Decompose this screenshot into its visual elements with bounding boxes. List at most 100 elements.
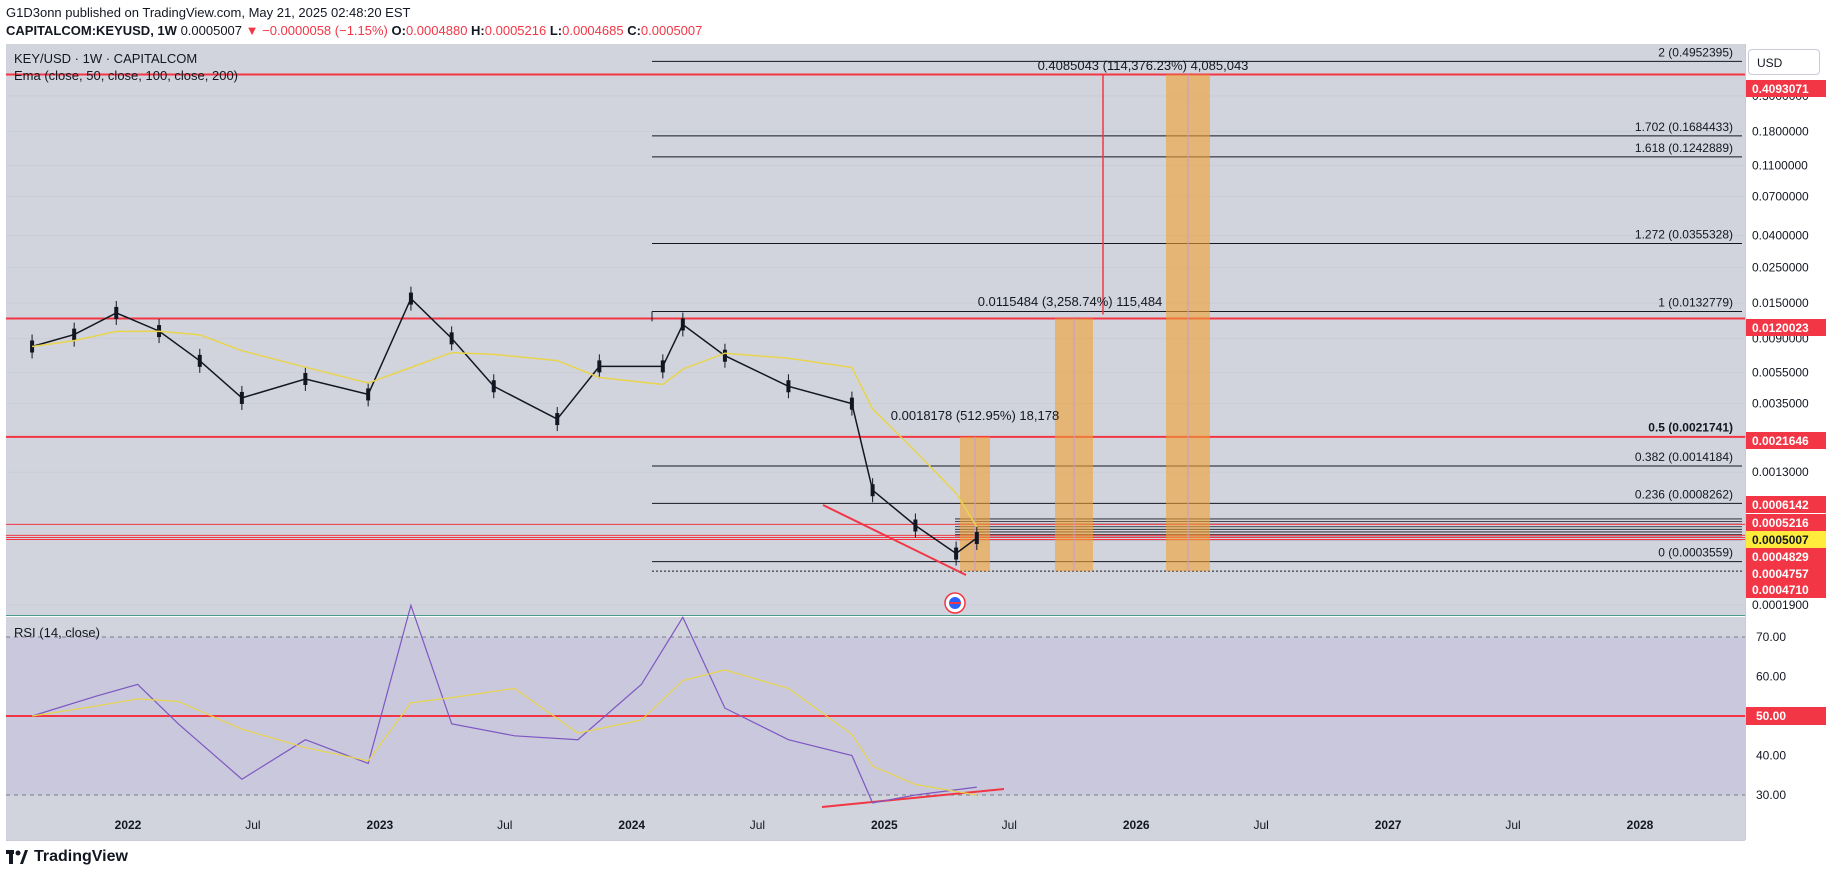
tradingview-logo-icon	[6, 850, 28, 864]
rsi-line	[31, 603, 977, 804]
fib-level-label: 1 (0.0132779)	[1658, 295, 1733, 309]
price-tick-label: 0.1100000	[1752, 158, 1808, 172]
price-tag	[1746, 565, 1826, 582]
rsi-ma-line	[32, 669, 977, 796]
price-tick-label: 0.0035000	[1752, 397, 1809, 411]
symbol-info-line: CAPITALCOM:KEYUSD, 1W 0.0005007 ▼ −0.000…	[6, 22, 702, 40]
ema-legend[interactable]: Ema (close, 50, close, 100, close, 200)	[14, 68, 239, 83]
tradingview-footer: TradingView	[6, 848, 128, 866]
price-change: ▼ −0.0000058 (−1.15%)	[245, 23, 388, 38]
rsi-legend[interactable]: RSI (14, close)	[14, 625, 100, 640]
rsi-series	[31, 603, 977, 804]
measurement-label: 0.4085043 (114,376.23%) 4,085,043	[1038, 58, 1249, 73]
fib-level-label: 1.272 (0.0355328)	[1635, 227, 1733, 241]
measurement-labels: 0.4085043 (114,376.23%) 4,085,043 0.01154…	[891, 58, 1249, 423]
rsi-tick-label: 40.00	[1756, 749, 1786, 763]
time-axis[interactable]: 2022 Jul 2023 Jul 2024 Jul 2025 Jul 2026 Jul 2027 J…	[115, 818, 1654, 832]
time-tick-label: 2025	[871, 818, 898, 832]
fib-level-label: 0 (0.0003559)	[1658, 546, 1733, 560]
price-tag-text: 0.4093071	[1752, 82, 1809, 96]
brand-name: TradingView	[34, 848, 128, 865]
time-tick-label: 2024	[618, 818, 645, 832]
price-tag	[1746, 432, 1826, 449]
projection-boxes[interactable]	[651, 74, 1210, 572]
fib-level-label: 0.382 (0.0014184)	[1635, 450, 1733, 464]
time-tick-label: 2023	[367, 818, 394, 832]
price-tag	[1746, 548, 1826, 565]
open-value: 0.0004880	[405, 23, 468, 38]
price-tick-label: 0.0013000	[1752, 465, 1809, 479]
price-tag-text: 0.0006142	[1752, 498, 1809, 512]
ema-lines	[31, 330, 978, 528]
us-flag-icon[interactable]	[944, 592, 966, 614]
time-tick-label: 2027	[1375, 818, 1402, 832]
fib-level-label: 2 (0.4952395)	[1658, 45, 1733, 59]
time-tick-label: Jul	[1505, 818, 1520, 832]
time-tick-label: Jul	[245, 818, 260, 832]
price-series	[30, 286, 979, 566]
time-tick-label: 2026	[1123, 818, 1150, 832]
price-tag	[1746, 581, 1826, 598]
price-tag	[1746, 514, 1826, 531]
time-tick-label: 2022	[115, 818, 142, 832]
close-label: C:	[627, 23, 641, 38]
last-price: 0.0005007	[180, 23, 243, 38]
price-tick-label: 0.0250000	[1752, 261, 1809, 275]
rsi-highlight-tag	[1746, 707, 1826, 725]
price-tick-label: 0.0700000	[1752, 190, 1809, 204]
symbol-legend[interactable]: KEY/USD · 1W · CAPITALCOM	[14, 51, 198, 66]
currency-button[interactable]: USD	[1748, 49, 1820, 75]
price-tag-text: 0.0021646	[1752, 434, 1809, 448]
main-pane-background[interactable]	[6, 44, 1745, 615]
fib-level-label: 0.236 (0.0008262)	[1635, 487, 1733, 501]
fib-level-label: 1.702 (0.1684433)	[1635, 120, 1733, 134]
symbol-name: CAPITALCOM:KEYUSD, 1W	[6, 23, 177, 38]
price-tick-label: 0.0150000	[1752, 296, 1809, 310]
price-line	[31, 297, 978, 555]
price-tag-text: 0.0004757	[1752, 567, 1809, 581]
price-tag-text: 0.0005216	[1752, 516, 1809, 530]
price-tag-text: 0.0004710	[1752, 583, 1809, 597]
price-tick-label: 0.0400000	[1752, 228, 1809, 242]
trend-lines[interactable]	[821, 504, 1005, 808]
price-tag	[1746, 496, 1826, 513]
horizontal-levels[interactable]	[6, 73, 1745, 541]
time-tick-label: 2028	[1627, 818, 1654, 832]
rsi-tick-label: 60.00	[1756, 670, 1786, 684]
high-label: H:	[471, 23, 485, 38]
high-value: 0.0005216	[484, 23, 547, 38]
price-tags: 0.4093071 0.0120023 0.0021646 0.0006142 0.00…	[1746, 80, 1826, 598]
ema-line	[31, 330, 978, 528]
low-label: L:	[549, 23, 563, 38]
price-tag	[1746, 531, 1826, 548]
price-tag	[1746, 80, 1826, 97]
publication-header: G1D3onn published on TradingView.com, Ma…	[6, 4, 702, 40]
price-tag-text: 0.0005007	[1752, 533, 1809, 547]
rsi-tick-label: 30.00	[1756, 788, 1786, 802]
price-trend-line	[822, 504, 967, 576]
price-tick-label: 0.0055000	[1752, 365, 1809, 379]
grid-lines	[6, 95, 1745, 606]
rsi-axis[interactable]: 70.00 60.00 50.00 40.00 30.00	[1746, 630, 1826, 802]
rsi-highlight-tag-text: 50.00	[1756, 709, 1786, 723]
time-tick-label: Jul	[497, 818, 512, 832]
fib-labels: 2 (0.4952395) 1.702 (0.1684433) 1.618 (0.1…	[1635, 45, 1733, 559]
price-tag-text: 0.0120023	[1752, 321, 1809, 335]
publication-line: G1D3onn published on TradingView.com, Ma…	[6, 5, 411, 20]
time-tick-label: Jul	[750, 818, 765, 832]
fib-level-label: 0.5 (0.0021741)	[1648, 421, 1733, 435]
close-value: 0.0005007	[640, 23, 703, 38]
price-tick-label: 0.0001900	[1752, 598, 1809, 612]
open-label: O:	[391, 23, 406, 38]
price-tick-label: 0.1800000	[1752, 124, 1809, 138]
rsi-tick-label: 70.00	[1756, 630, 1786, 644]
low-value: 0.0004685	[562, 23, 624, 38]
measurement-label: 0.0018178 (512.95%) 18,178	[891, 408, 1059, 423]
time-tick-label: Jul	[1002, 818, 1017, 832]
measurement-label: 0.0115484 (3,258.74%) 115,484	[978, 294, 1163, 309]
time-tick-label: Jul	[1253, 818, 1268, 832]
fib-level-label: 1.618 (0.1242889)	[1635, 141, 1733, 155]
rsi-trend-line	[821, 788, 1005, 808]
price-tag-text: 0.0004829	[1752, 550, 1809, 564]
